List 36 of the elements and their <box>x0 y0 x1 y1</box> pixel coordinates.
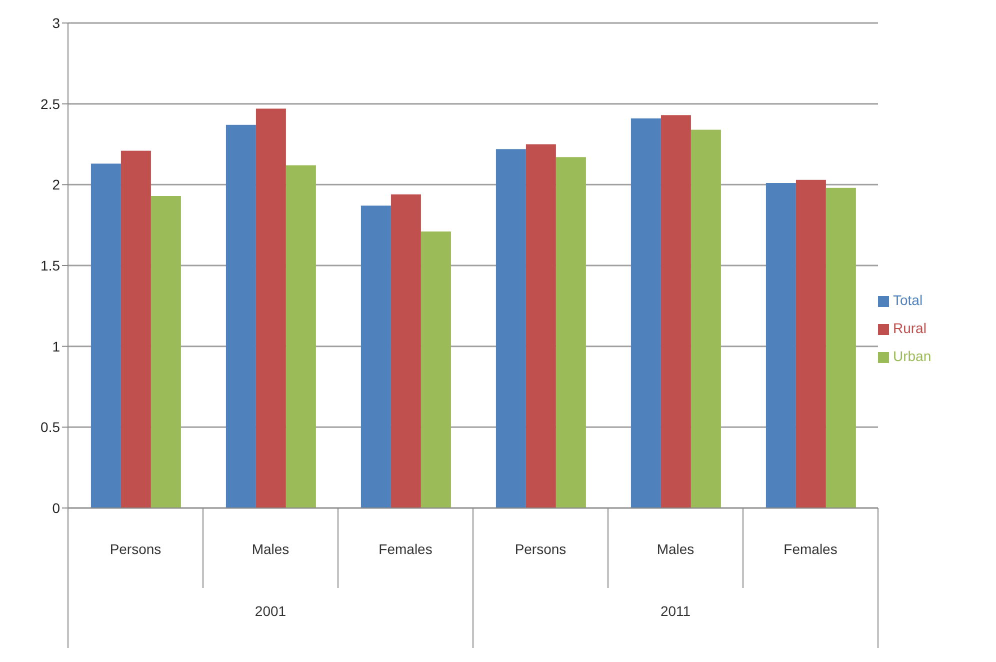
y-tick-label: 0 <box>52 500 60 516</box>
bar <box>286 165 316 508</box>
x-tick-label: Persons <box>514 541 566 557</box>
bar <box>660 115 691 508</box>
y-tick-label: 0.5 <box>40 419 60 436</box>
x-tick-label: Females <box>378 541 432 557</box>
x-tick-label: Persons <box>110 541 162 557</box>
bar <box>826 188 856 508</box>
bar <box>150 196 181 508</box>
bar <box>360 206 391 508</box>
legend-label: Total <box>893 292 923 308</box>
bar <box>690 130 721 508</box>
y-tick-label: 2.5 <box>40 96 60 112</box>
y-tick-label: 3 <box>52 14 60 31</box>
bar <box>120 150 151 508</box>
x-tick-label: Females <box>784 541 838 557</box>
bar <box>630 118 661 508</box>
x-tick-label: Males <box>656 541 694 557</box>
bar <box>420 232 451 508</box>
bar <box>526 144 556 508</box>
bar <box>496 149 526 508</box>
bar <box>390 194 421 508</box>
x-tick-label: Males <box>252 541 290 557</box>
bar <box>796 180 826 508</box>
bar <box>256 108 286 508</box>
text: 2001 <box>254 603 286 619</box>
y-tick-label: 1.5 <box>40 257 60 274</box>
legend-label: Rural <box>893 320 926 336</box>
bar <box>556 157 586 508</box>
bar <box>766 183 796 508</box>
legend-label: Urban <box>893 348 932 364</box>
bar <box>90 164 121 508</box>
y-tick-label: 2 <box>52 176 60 193</box>
bar <box>226 124 256 508</box>
y-tick-label: 1 <box>52 338 60 354</box>
text: 2011 <box>660 603 691 619</box>
